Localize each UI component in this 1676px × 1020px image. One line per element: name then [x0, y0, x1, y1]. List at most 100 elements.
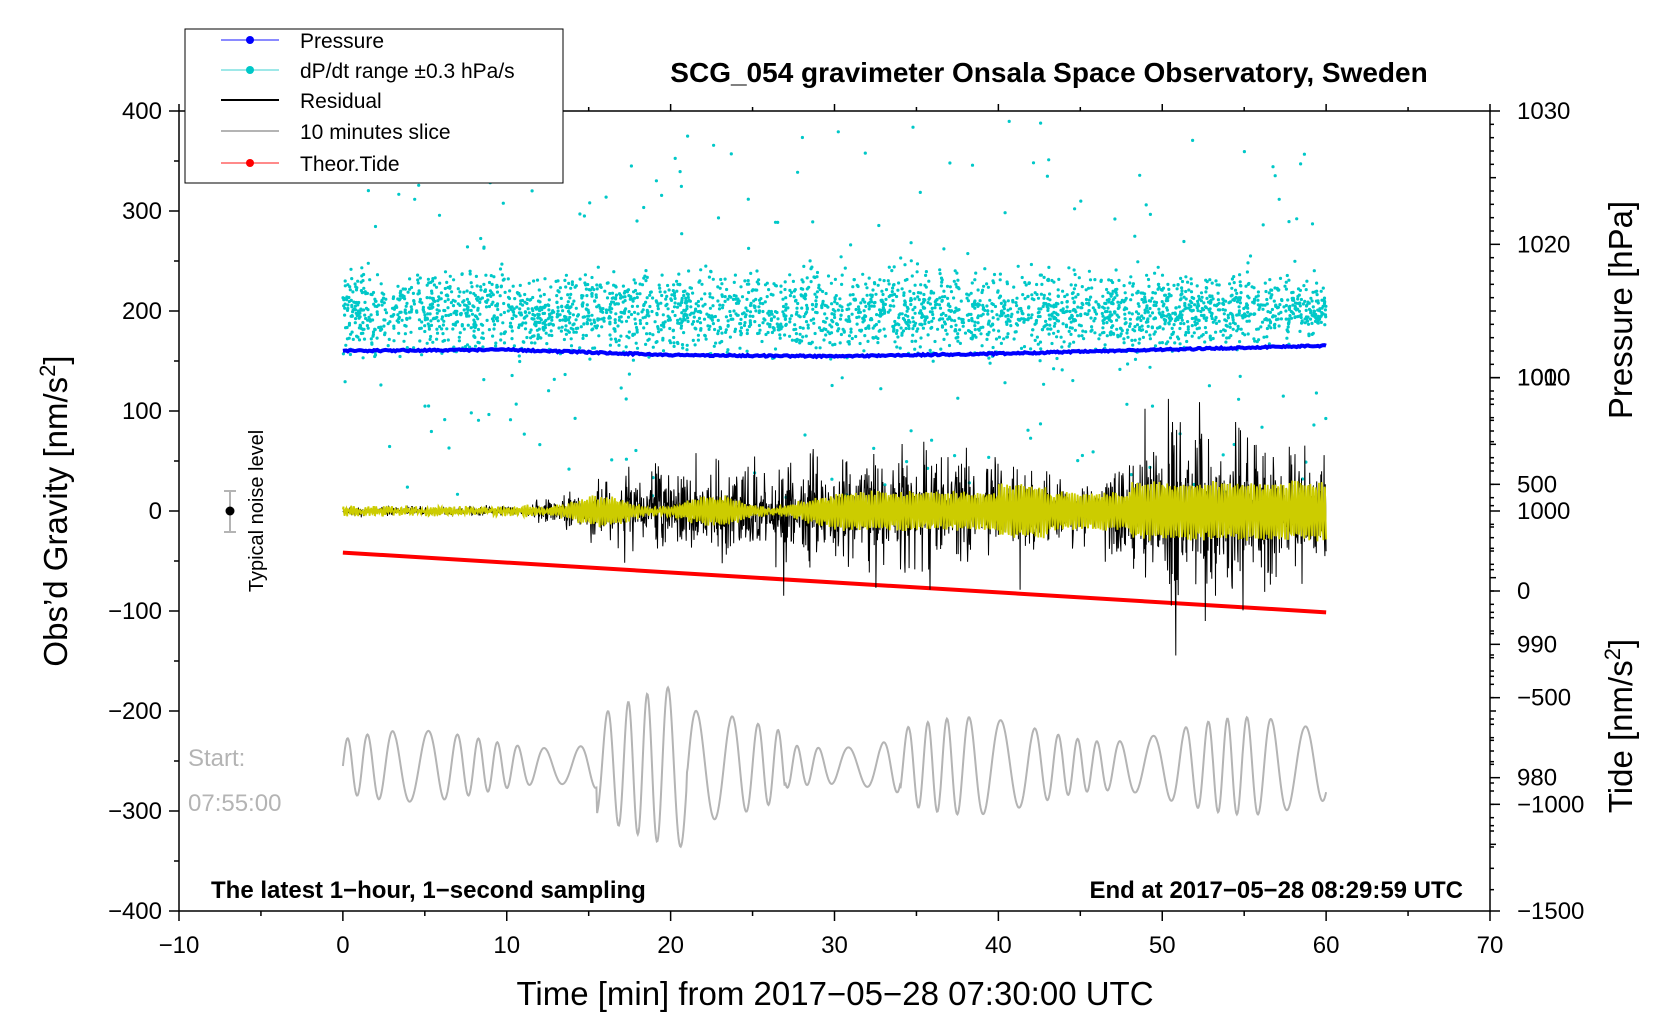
dpdt-point	[953, 309, 957, 313]
dpdt-point	[564, 332, 569, 336]
dpdt-point	[719, 277, 723, 282]
dpdt-point	[435, 311, 439, 315]
y-tick-label: 100	[122, 398, 162, 425]
dpdt-point	[462, 327, 466, 331]
dpdt-point	[397, 331, 401, 335]
dpdt-point	[946, 296, 950, 300]
dpdt-point	[623, 289, 627, 294]
dpdt-point	[729, 313, 733, 318]
dpdt-point	[427, 324, 431, 329]
dpdt-point	[698, 279, 702, 283]
dpdt-point	[725, 350, 729, 354]
dpdt-point	[435, 308, 439, 312]
dpdt-point	[712, 344, 716, 348]
dpdt-point	[892, 304, 896, 308]
dpdt-point	[606, 281, 610, 285]
dpdt-point	[792, 295, 796, 299]
dpdt-point	[723, 295, 727, 299]
dpdt-point	[1002, 311, 1006, 315]
dpdt-point	[803, 433, 807, 437]
dpdt-point	[610, 296, 614, 300]
start-time: 07:55:00	[188, 790, 281, 817]
dpdt-point	[574, 318, 578, 322]
dpdt-point	[486, 298, 490, 302]
dpdt-point	[1065, 293, 1069, 297]
dpdt-point	[884, 297, 888, 301]
dpdt-point	[1239, 291, 1243, 295]
dpdt-point	[973, 320, 977, 324]
dpdt-point	[1223, 308, 1227, 312]
dpdt-point	[732, 293, 736, 298]
dpdt-point	[657, 283, 661, 287]
dpdt-point	[550, 333, 554, 338]
dpdt-point	[906, 307, 910, 311]
dpdt-point	[693, 326, 697, 330]
dpdt-point	[542, 292, 546, 297]
dpdt-point	[419, 326, 423, 330]
dpdt-point	[1234, 295, 1238, 299]
dpdt-point	[688, 299, 693, 303]
dpdt-point	[1210, 281, 1214, 285]
dpdt-point	[574, 330, 578, 334]
dpdt-point	[438, 325, 442, 329]
dpdt-point	[1081, 302, 1085, 307]
dpdt-point	[913, 297, 917, 301]
dpdt-point	[1056, 294, 1060, 298]
dpdt-point	[1245, 303, 1249, 307]
dpdt-point	[614, 293, 619, 297]
dpdt-point	[867, 307, 871, 311]
dpdt-point	[1038, 422, 1043, 426]
dpdt-point	[1110, 300, 1114, 304]
dpdt-point	[685, 304, 689, 308]
dpdt-point	[432, 283, 436, 287]
dpdt-point	[739, 317, 743, 321]
dpdt-point	[815, 275, 819, 279]
dpdt-point	[955, 271, 959, 275]
dpdt-point	[1271, 314, 1275, 318]
dpdt-point	[795, 306, 799, 310]
dpdt-point	[999, 301, 1004, 305]
dpdt-point	[1039, 347, 1043, 351]
dpdt-point	[343, 284, 347, 288]
dpdt-point	[536, 337, 540, 341]
slice-line	[341, 685, 1328, 849]
dpdt-point	[1157, 307, 1161, 311]
dpdt-point	[410, 307, 414, 312]
dpdt-point	[650, 309, 654, 314]
dpdt-point	[932, 291, 936, 295]
dpdt-point	[833, 277, 838, 281]
dpdt-point	[892, 327, 896, 331]
dpdt-point	[529, 328, 533, 332]
dpdt-point	[655, 311, 659, 316]
dpdt-point	[1093, 316, 1097, 321]
dpdt-point	[815, 290, 820, 294]
legend-box	[184, 28, 564, 184]
dpdt-point	[862, 309, 866, 313]
dpdt-point	[753, 288, 758, 292]
dpdt-point	[1180, 318, 1184, 322]
dpdt-point	[670, 293, 674, 297]
dpdt-point	[1065, 305, 1069, 309]
dpdt-point	[1002, 337, 1006, 341]
dpdt-point	[1138, 337, 1142, 341]
dpdt-point	[451, 327, 455, 331]
dpdt-point	[1264, 289, 1268, 294]
note-left: The latest 1−hour, 1−second sampling	[211, 877, 646, 904]
dpdt-point	[550, 315, 554, 319]
dpdt-point	[821, 299, 825, 303]
dpdt-point	[812, 275, 816, 279]
dpdt-point	[683, 312, 687, 316]
dpdt-point	[1305, 279, 1309, 283]
dpdt-point	[382, 324, 386, 328]
dpdt-point	[1306, 322, 1311, 326]
dpdt-point	[813, 292, 817, 296]
dpdt-point	[825, 316, 829, 320]
dpdt-point	[766, 322, 770, 326]
dpdt-point	[482, 282, 486, 286]
dpdt-point	[956, 286, 960, 290]
dpdt-point	[939, 284, 944, 288]
dpdt-point	[1060, 301, 1064, 305]
dpdt-point	[828, 341, 832, 345]
dpdt-point	[1192, 331, 1196, 335]
dpdt-point	[839, 255, 843, 259]
